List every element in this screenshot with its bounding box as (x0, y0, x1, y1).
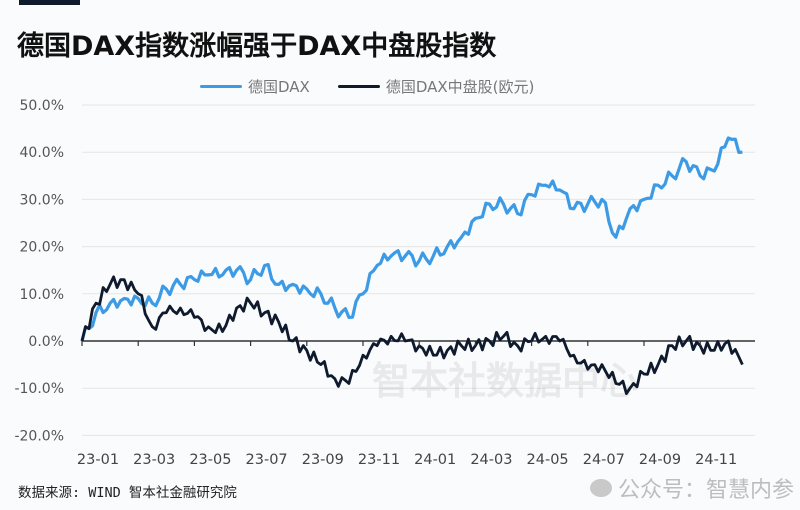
x-tick-label: 24-01 (414, 452, 456, 468)
y-tick-label: 20.0% (20, 240, 64, 256)
account-watermark-text: 公众号：智慧内参 (618, 478, 795, 503)
title-accent-bar (19, 0, 80, 5)
y-tick-label: 40.0% (20, 145, 64, 161)
y-tick-label: 0.0% (28, 334, 64, 350)
watermark: 智本社数据中心 (372, 359, 638, 403)
gridlines (82, 104, 755, 436)
x-axis-ticks: 23-01 23-03 23-05 23-07 23-09 23-11 24-01 24-03… (77, 341, 737, 468)
x-tick-label: 24-03 (470, 452, 512, 468)
x-tick-label: 23-11 (358, 452, 400, 468)
x-tick-label: 23-05 (189, 452, 231, 468)
y-tick-label: -10.0% (14, 381, 64, 397)
y-axis-ticks: 50.0% 40.0% 30.0% 20.0% 10.0% 0.0% -10.0% -20.0… (14, 98, 64, 444)
x-tick-label: 23-01 (77, 452, 119, 468)
y-tick-label: 30.0% (20, 192, 64, 208)
legend-swatch-dax (200, 85, 242, 88)
wechat-icon (590, 479, 612, 497)
chart-title: 德国DAX指数涨幅强于DAX中盘股指数 (17, 31, 497, 62)
x-tick-label: 23-03 (133, 452, 175, 468)
legend-label-mdax: 德国DAX中盘股(欧元) (385, 78, 535, 96)
series-mdax-line (80, 275, 744, 396)
series-dax-line (80, 136, 743, 342)
x-tick-label: 24-05 (527, 452, 569, 468)
x-tick-label: 23-09 (302, 452, 344, 468)
x-tick-label: 24-09 (639, 452, 681, 468)
line-chart: 50.0% 40.0% 30.0% 20.0% 10.0% 0.0% -10.0% -20.0… (14, 98, 755, 468)
legend: 德国DAX 德国DAX中盘股(欧元) (200, 76, 562, 97)
legend-label-dax: 德国DAX (248, 78, 310, 96)
legend-item-mdax: 德国DAX中盘股(欧元) (337, 76, 535, 97)
account-watermark: 公众号：智慧内参 (590, 472, 794, 504)
legend-swatch-mdax (337, 85, 380, 88)
x-tick-label: 24-11 (695, 452, 737, 468)
legend-item-dax: 德国DAX (200, 76, 310, 97)
y-tick-label: 10.0% (20, 287, 64, 303)
y-tick-label: 50.0% (20, 98, 64, 114)
y-tick-label: -20.0% (14, 428, 64, 444)
data-source-note: 数据来源: WIND 智本社金融研究院 (18, 485, 237, 501)
x-tick-label: 23-07 (246, 452, 288, 468)
x-tick-label: 24-07 (583, 452, 625, 468)
